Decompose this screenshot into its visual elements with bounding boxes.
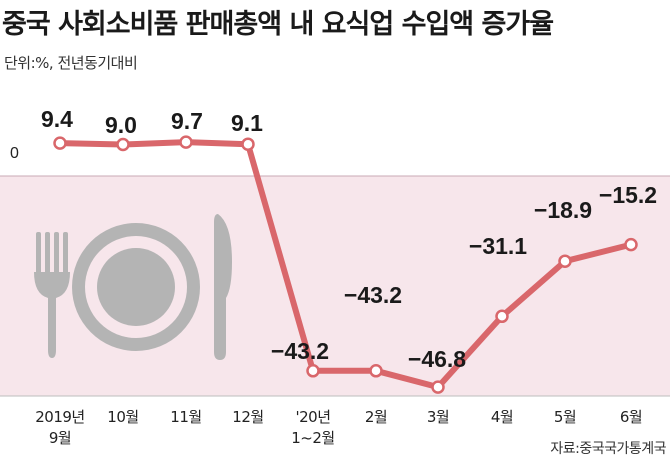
- data-point: [624, 237, 638, 252]
- x-tick-label: '20년: [295, 408, 330, 426]
- data-label: 9.1: [231, 110, 263, 136]
- x-tick-label: 11월: [170, 408, 201, 426]
- data-label: −31.1: [469, 233, 527, 259]
- data-point: [558, 254, 572, 268]
- chart-title: 중국 사회소비품 판매총액 내 요식업 수입액 증가율: [2, 9, 554, 40]
- data-points: [53, 135, 638, 394]
- x-tick-label: 6월: [620, 408, 642, 426]
- x-tick-label: 10월: [107, 408, 138, 426]
- series-line: [57, 139, 634, 391]
- x-tick-label: 9월: [49, 429, 71, 447]
- x-tick-label: 4월: [491, 408, 513, 426]
- data-label: −43.2: [344, 282, 402, 308]
- x-tick-label: 12월: [232, 408, 263, 426]
- x-tick-label: 2019년: [35, 408, 84, 426]
- x-tick-labels: 2019년 9월 10월 11월 12월 '20년 1~2월 2월 3월 4월 5월 6월: [35, 408, 642, 447]
- zero-tick-label: 0: [10, 145, 19, 162]
- fork-icon: [34, 232, 70, 358]
- data-point: [431, 380, 445, 394]
- x-tick-label: 1~2월: [291, 429, 334, 447]
- data-point: [369, 364, 383, 378]
- unit-label: 단위:%, 전년동기대비: [4, 54, 138, 72]
- data-labels: 9.4 9.0 9.7 9.1 −43.2 −43.2 −46.8 −31.1 −18.9 −15…: [41, 106, 657, 372]
- data-label: −46.8: [408, 346, 466, 372]
- data-point: [241, 137, 255, 151]
- data-label: −43.2: [271, 338, 329, 364]
- data-label: 9.4: [41, 106, 73, 132]
- plate-icon: [72, 223, 200, 351]
- data-label: 9.0: [105, 112, 137, 138]
- data-point: [53, 136, 67, 150]
- knife-icon: [214, 214, 232, 360]
- data-label: 9.7: [171, 108, 203, 134]
- x-tick-label: 2월: [365, 408, 387, 426]
- x-tick-label: 3월: [427, 408, 449, 426]
- data-label: −18.9: [534, 197, 592, 223]
- source-label: 자료:중국국가통계국: [550, 441, 666, 457]
- data-point: [116, 137, 130, 152]
- data-point: [495, 309, 509, 324]
- data-point: [306, 364, 320, 378]
- data-label: −15.2: [599, 182, 657, 208]
- x-tick-label: 5월: [554, 408, 576, 426]
- data-point: [179, 135, 193, 149]
